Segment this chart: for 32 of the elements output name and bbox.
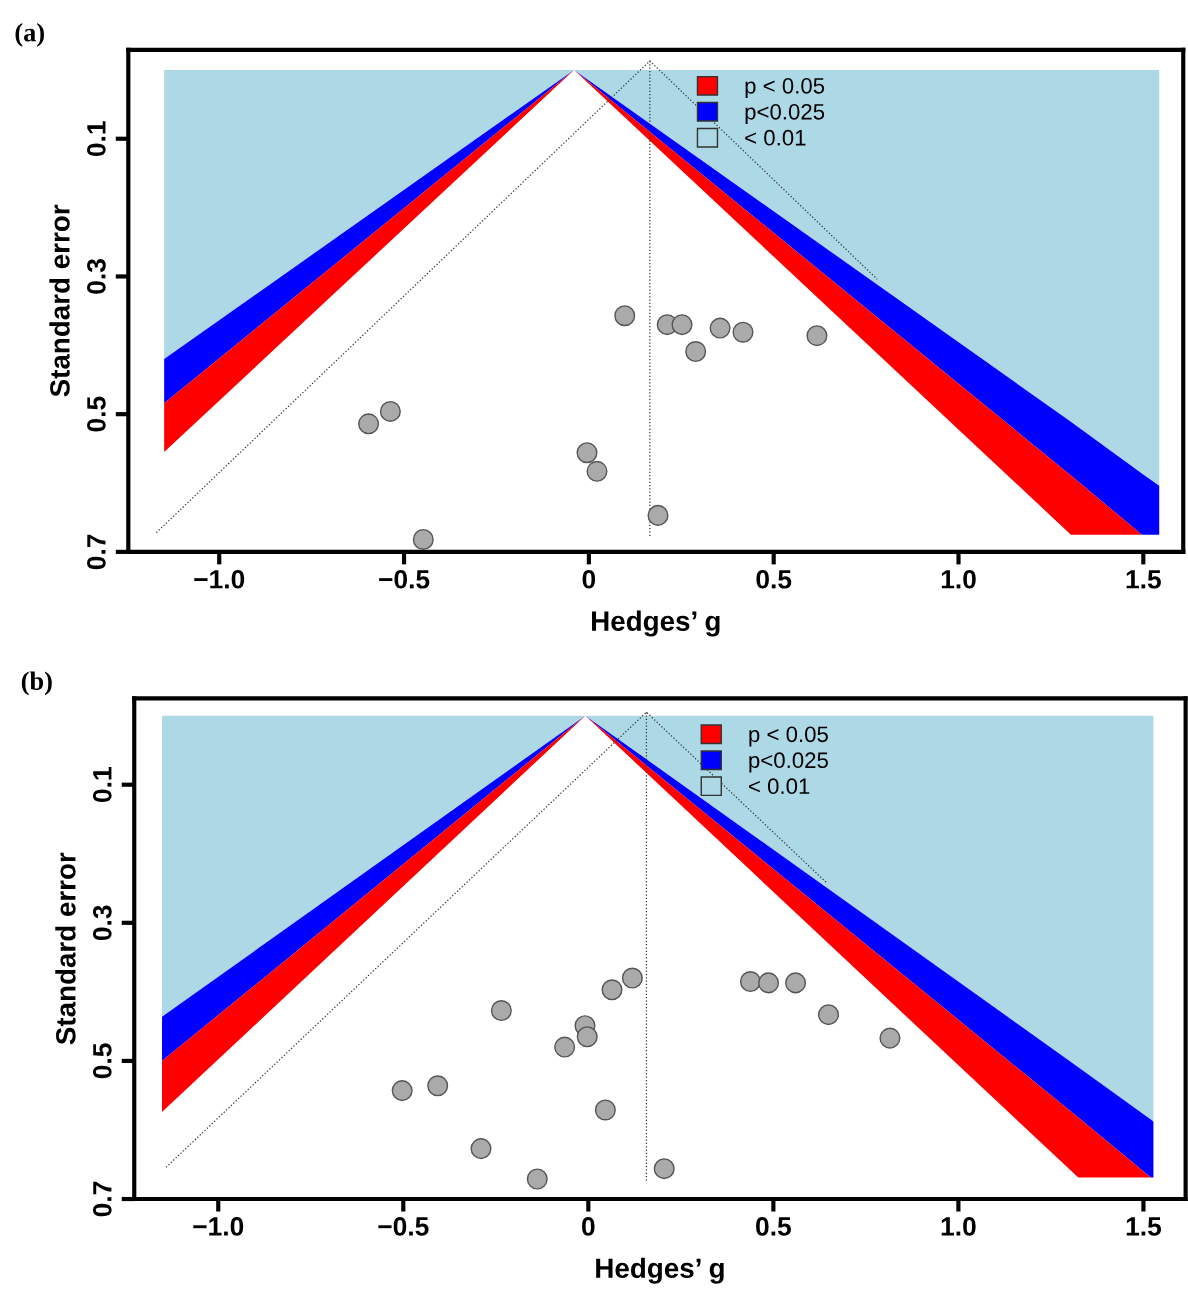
- y-axis-title: Standard error: [49, 204, 70, 397]
- chart-title: (b): [21, 671, 52, 696]
- x-tick-label: 1.5: [1126, 570, 1161, 589]
- x-tick-label: −0.5: [378, 1217, 429, 1236]
- x-axis-title: Hedges’ g: [592, 610, 720, 637]
- legend-label: p<0.025: [745, 103, 825, 125]
- x-axis-title: Hedges’ g: [596, 1257, 724, 1284]
- x-tick-label: −0.5: [379, 569, 430, 589]
- x-tick-label: 0.5: [756, 1217, 791, 1236]
- y-tick-label: 0.7: [87, 534, 106, 570]
- legend-label: < 0.01: [749, 778, 810, 795]
- x-tick-label: 1.5: [1126, 1217, 1162, 1236]
- x-tick-label: 1.0: [941, 569, 976, 589]
- y-tick-label: 0.3: [87, 259, 106, 294]
- chart-title: (a): [15, 22, 44, 47]
- y-tick-label: 0.1: [92, 767, 112, 802]
- y-axis-title: Standard error: [55, 852, 76, 1045]
- x-tick-label: 0.5: [756, 569, 792, 589]
- x-tick-label: −1.0: [194, 569, 245, 589]
- y-tick-label: 0.7: [92, 1181, 112, 1217]
- x-tick-label: 1.0: [941, 1217, 976, 1236]
- x-tick-label: 0: [582, 569, 596, 589]
- legend-label: p < 0.05: [745, 77, 825, 99]
- y-tick-label: 0.5: [87, 396, 106, 432]
- legend-label: p < 0.05: [749, 726, 828, 747]
- y-tick-label: 0.3: [92, 905, 112, 941]
- y-tick-label: 0.5: [92, 1043, 112, 1079]
- x-tick-label: −1.0: [193, 1217, 244, 1236]
- y-tick-label: 0.1: [87, 121, 106, 157]
- legend-label: < 0.01: [745, 129, 806, 146]
- x-tick-label: 0: [582, 1217, 595, 1236]
- legend-label: p<0.025: [749, 752, 828, 773]
